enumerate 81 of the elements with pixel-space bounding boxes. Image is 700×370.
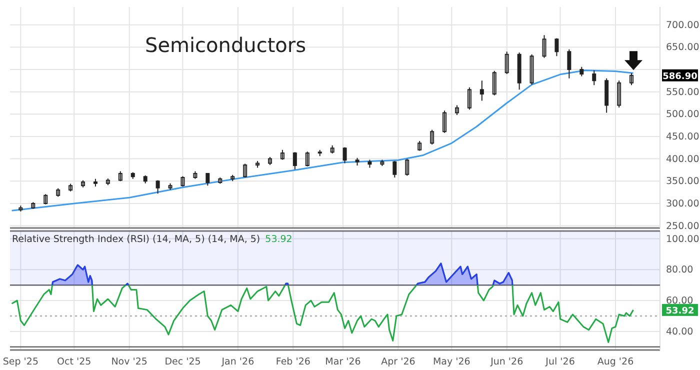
- y-tick-label: 500.00: [666, 109, 700, 120]
- candlestick: [554, 38, 559, 57]
- candlestick: [31, 202, 36, 210]
- candlestick: [106, 178, 110, 186]
- y-tick-label: 80.00: [666, 264, 694, 276]
- candlestick: [118, 170, 122, 182]
- candlestick: [292, 152, 297, 170]
- candlestick: [405, 158, 410, 176]
- candlestick: [168, 182, 172, 191]
- candlestick: [380, 159, 384, 166]
- x-tick-label: Jun '26: [490, 356, 524, 368]
- candlestick: [268, 156, 272, 166]
- candlestick: [156, 180, 160, 194]
- y-tick-label: 700.00: [666, 20, 700, 31]
- candlestick: [442, 110, 447, 134]
- candlestick: [604, 78, 609, 114]
- x-tick-label: Jan '26: [220, 356, 254, 368]
- candlestick: [130, 172, 135, 180]
- y-tick-label: 100.00: [666, 234, 700, 245]
- chart-title: Relative Strength Index (RSI) (14, MA, 5) (14, MA, 5): [12, 234, 260, 245]
- candlestick: [18, 205, 23, 212]
- candlestick: [280, 149, 284, 160]
- candlestick: [256, 160, 260, 168]
- annotation: 53.92: [265, 234, 292, 245]
- candlestick: [542, 34, 546, 58]
- candlestick: [230, 174, 235, 182]
- candlestick: [418, 140, 422, 152]
- candlestick: [630, 72, 634, 86]
- y-tick-label: 550.00: [666, 86, 700, 98]
- x-tick-label: Feb '26: [276, 356, 310, 368]
- y-tick-label: 400.00: [666, 154, 700, 165]
- y-tick-label: 650.00: [666, 42, 700, 54]
- x-tick-label: Jul '26: [544, 356, 575, 368]
- candlestick: [206, 172, 210, 186]
- candlestick: [355, 157, 360, 166]
- y-tick-label: 450.00: [666, 132, 700, 143]
- candlestick: [56, 188, 60, 198]
- y-tick-label: 60.00: [666, 296, 694, 307]
- x-tick-label: Oct '25: [57, 356, 92, 368]
- candlestick: [243, 163, 248, 178]
- candlestick: [580, 66, 584, 77]
- candlestick: [492, 70, 496, 96]
- y-tick-label: 40.00: [666, 326, 694, 338]
- candlestick: [68, 183, 73, 192]
- candlestick: [81, 180, 86, 188]
- y-tick-label: 300.00: [666, 198, 700, 210]
- candlestick: [218, 177, 222, 184]
- candlestick: [44, 194, 48, 205]
- y-tick-label: 250.00: [666, 220, 700, 232]
- candlestick: [342, 146, 347, 164]
- candlestick: [430, 129, 434, 146]
- candlestick: [480, 80, 484, 102]
- text: 586.90: [662, 72, 698, 82]
- candlestick: [467, 86, 472, 110]
- candlestick: [93, 178, 98, 187]
- x-tick-label: Apr '26: [381, 356, 416, 368]
- candlestick: [617, 80, 622, 108]
- candlestick: [193, 170, 198, 180]
- x-tick-label: Dec '25: [164, 356, 201, 368]
- x-tick-label: Sep '25: [2, 356, 38, 368]
- candlestick: [530, 54, 534, 86]
- candlestick: [504, 51, 509, 74]
- candlestick: [592, 70, 596, 86]
- candlestick: [454, 104, 459, 116]
- text: 53.92: [666, 306, 694, 316]
- x-tick-label: Aug '26: [597, 356, 634, 368]
- candlestick: [143, 174, 148, 184]
- candlestick: [567, 48, 572, 79]
- candlestick: [305, 151, 310, 167]
- candlestick: [318, 149, 322, 157]
- y-tick-label: 350.00: [666, 176, 700, 188]
- x-tick-label: May '26: [432, 356, 470, 368]
- x-tick-label: Mar '26: [325, 356, 361, 368]
- candlestick: [368, 159, 372, 168]
- x-tick-label: Nov '25: [111, 356, 148, 368]
- text: Semiconductors: [145, 33, 306, 57]
- candlestick: [517, 52, 522, 90]
- candlestick: [330, 144, 334, 154]
- candlestick: [180, 176, 185, 187]
- candlestick: [392, 160, 397, 178]
- line-series: [11, 70, 634, 212]
